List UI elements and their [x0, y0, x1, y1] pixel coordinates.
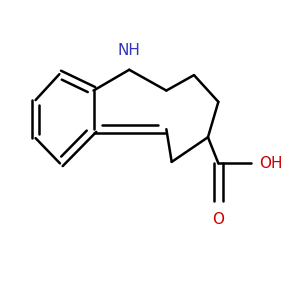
Text: O: O	[212, 212, 224, 227]
Text: OH: OH	[260, 156, 283, 171]
Text: NH: NH	[118, 44, 141, 59]
